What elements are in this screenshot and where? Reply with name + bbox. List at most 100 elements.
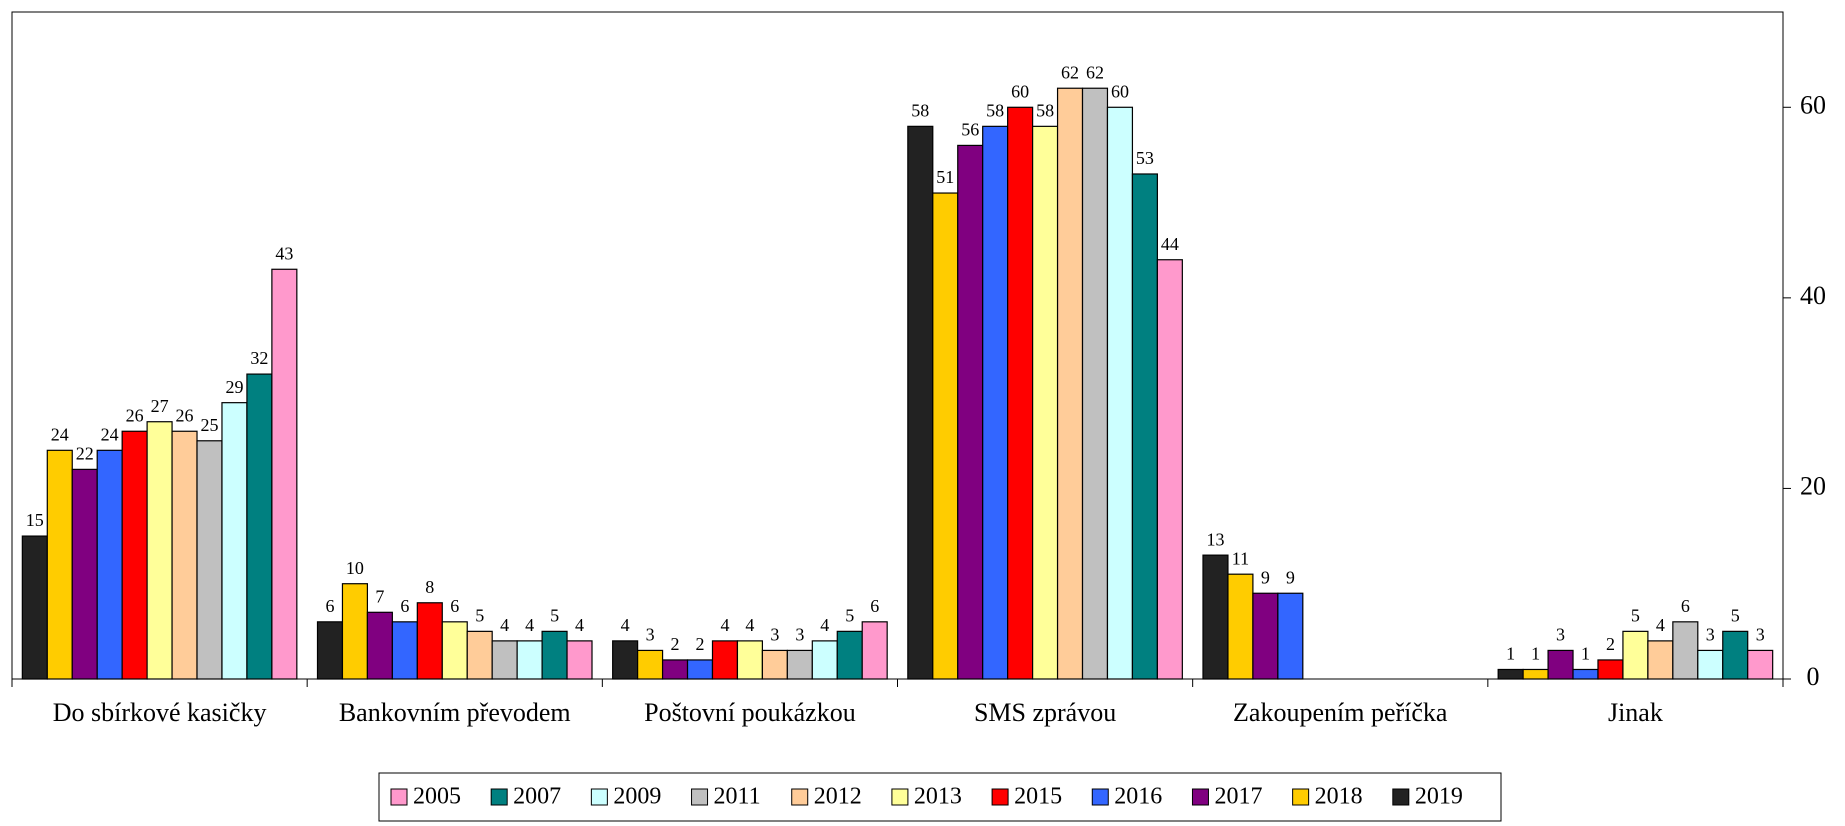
value-label: 4 bbox=[575, 615, 584, 635]
bar bbox=[861, 621, 888, 680]
bar bbox=[171, 430, 198, 680]
bar bbox=[1697, 649, 1724, 680]
value-label: 10 bbox=[346, 558, 364, 578]
value-label: 4 bbox=[820, 615, 829, 635]
bar bbox=[637, 649, 664, 680]
legend-label: 2012 bbox=[814, 784, 862, 810]
bar bbox=[957, 144, 984, 680]
legend-swatch bbox=[691, 788, 709, 806]
bar bbox=[96, 449, 123, 680]
legend-box bbox=[378, 772, 1502, 822]
bar bbox=[71, 468, 98, 680]
legend-swatch bbox=[891, 788, 909, 806]
bar bbox=[836, 630, 863, 680]
bar bbox=[982, 125, 1009, 680]
value-label: 6 bbox=[1681, 596, 1690, 616]
bar bbox=[1522, 668, 1549, 680]
legend-label: 2015 bbox=[1014, 784, 1062, 810]
bar bbox=[366, 611, 393, 680]
value-label: 4 bbox=[621, 615, 630, 635]
bar bbox=[1007, 106, 1034, 680]
value-label: 3 bbox=[1706, 625, 1715, 645]
legend-swatch bbox=[791, 788, 809, 806]
legend-swatch bbox=[1392, 788, 1410, 806]
value-label: 60 bbox=[1111, 81, 1129, 101]
value-label: 4 bbox=[525, 615, 534, 635]
bar bbox=[932, 192, 959, 680]
x-tick-label: Zakoupením peříčka bbox=[1233, 698, 1448, 727]
value-label: 60 bbox=[1011, 81, 1029, 101]
value-label: 6 bbox=[325, 596, 334, 616]
value-label: 1 bbox=[1506, 644, 1515, 664]
value-label: 56 bbox=[961, 120, 979, 140]
value-label: 6 bbox=[450, 596, 459, 616]
bar bbox=[391, 621, 418, 680]
value-label: 43 bbox=[275, 243, 293, 263]
legend-label: 2005 bbox=[413, 784, 461, 810]
value-label: 6 bbox=[400, 596, 409, 616]
value-label: 4 bbox=[1656, 615, 1665, 635]
bar bbox=[1597, 659, 1624, 680]
x-tick-label: SMS zprávou bbox=[974, 698, 1116, 727]
legend-swatch bbox=[991, 788, 1009, 806]
value-label: 62 bbox=[1061, 62, 1079, 82]
bar bbox=[566, 640, 593, 680]
bar bbox=[1106, 106, 1134, 680]
bar bbox=[1547, 649, 1574, 680]
value-label: 1 bbox=[1581, 644, 1590, 664]
value-label: 2 bbox=[1606, 634, 1615, 654]
bar bbox=[1277, 592, 1304, 680]
x-tick-label: Jinak bbox=[1608, 698, 1663, 727]
bar bbox=[786, 649, 813, 680]
bar bbox=[907, 125, 934, 680]
bar bbox=[146, 421, 173, 680]
value-label: 58 bbox=[911, 100, 929, 120]
y-tick-label: 40 bbox=[1800, 281, 1826, 310]
value-label: 4 bbox=[720, 615, 729, 635]
bar bbox=[711, 640, 739, 680]
bar bbox=[316, 621, 344, 680]
value-label: 53 bbox=[1136, 148, 1154, 168]
value-label: 2 bbox=[696, 634, 705, 654]
bar bbox=[736, 640, 763, 680]
bar bbox=[1252, 592, 1279, 680]
bar bbox=[121, 430, 148, 680]
bar bbox=[661, 659, 689, 680]
legend-swatch bbox=[1191, 788, 1209, 806]
bar bbox=[1497, 668, 1524, 680]
bar bbox=[541, 630, 568, 680]
legend-swatch bbox=[390, 788, 408, 806]
value-label: 24 bbox=[51, 424, 69, 444]
legend-label: 2019 bbox=[1415, 784, 1463, 810]
value-label: 32 bbox=[250, 348, 268, 368]
legend-label: 2016 bbox=[1114, 784, 1162, 810]
value-label: 3 bbox=[646, 625, 655, 645]
bar bbox=[516, 640, 543, 680]
bar bbox=[1202, 554, 1229, 680]
y-tick-label: 60 bbox=[1800, 90, 1826, 119]
bar bbox=[21, 535, 48, 680]
value-label: 29 bbox=[225, 377, 243, 397]
value-label: 58 bbox=[986, 100, 1004, 120]
value-label: 27 bbox=[151, 396, 169, 416]
value-label: 5 bbox=[550, 605, 559, 625]
legend-label: 2009 bbox=[613, 784, 661, 810]
bar bbox=[466, 630, 493, 680]
bar bbox=[1672, 621, 1699, 680]
value-label: 9 bbox=[1286, 567, 1295, 587]
bar bbox=[1056, 87, 1084, 680]
value-label: 3 bbox=[1756, 625, 1765, 645]
bar bbox=[1622, 630, 1649, 680]
value-label: 5 bbox=[1631, 605, 1640, 625]
value-label: 26 bbox=[126, 405, 144, 425]
value-label: 1 bbox=[1531, 644, 1540, 664]
bar bbox=[1747, 649, 1774, 680]
value-label: 26 bbox=[176, 405, 194, 425]
bar bbox=[196, 440, 223, 680]
bar bbox=[1156, 259, 1183, 680]
value-label: 15 bbox=[26, 510, 44, 530]
value-label: 11 bbox=[1232, 548, 1249, 568]
bar bbox=[221, 402, 248, 680]
value-label: 3 bbox=[795, 625, 804, 645]
